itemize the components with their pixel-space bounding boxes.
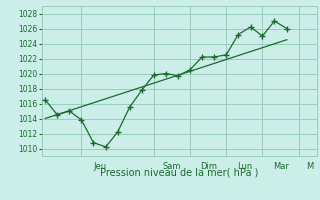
Text: Dim: Dim xyxy=(200,162,217,171)
Text: Sam: Sam xyxy=(163,162,181,171)
Text: M: M xyxy=(306,162,313,171)
X-axis label: Pression niveau de la mer( hPa ): Pression niveau de la mer( hPa ) xyxy=(100,167,258,177)
Text: Mar: Mar xyxy=(273,162,289,171)
Text: Jeu: Jeu xyxy=(93,162,106,171)
Text: Lun: Lun xyxy=(237,162,252,171)
